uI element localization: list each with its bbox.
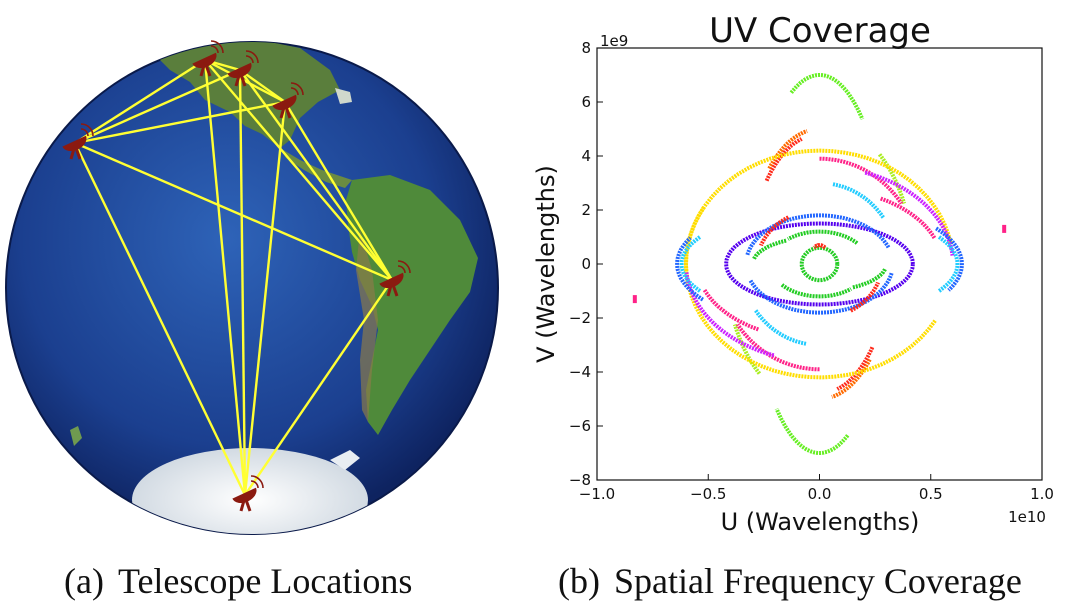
uv-track [679,235,702,293]
uv-track [732,323,762,375]
baseline-line [74,100,286,145]
y-tick-label: −4 [569,363,591,381]
caption-spatial-frequency: (b) Spatial Frequency Coverage [558,560,1022,602]
baseline-line [74,58,206,145]
x-tick-label: −0.5 [690,485,726,503]
uv-track [683,148,953,380]
landmass-central-america [280,148,352,188]
x-tick-label: 0.5 [919,485,943,503]
radio-dish-icon [232,475,264,512]
baseline-line [204,59,393,281]
uv-track [724,221,915,307]
y-tick-label: −8 [569,471,591,489]
y-tick-label: 6 [581,93,591,111]
uv-track [812,243,827,250]
x-scale-note: 1e10 [1008,508,1046,526]
landmass-south-america [346,175,478,435]
y-scale-note: 1e9 [600,32,628,50]
radio-dish-icon [379,260,411,297]
chart-title: UV Coverage [709,11,931,51]
y-tick-label: 2 [581,201,591,219]
baseline-line [73,142,247,496]
caption-tag-b: (b) [558,561,600,601]
baseline-line [74,141,393,282]
radio-dish-icon [62,123,94,160]
y-tick-label: 4 [581,147,591,165]
radio-dish-icon [272,82,304,119]
andes-ridge [356,230,378,422]
baseline-line [283,101,394,281]
uv-track [799,245,840,283]
uv-track [735,323,820,372]
baseline-line [244,279,393,496]
uv-chart-svg: UV Coverage U (Wavelengths) V (Wavelengt… [532,11,1054,536]
y-tick-label: 0 [581,255,591,273]
uv-track [877,153,907,205]
plot-frame [596,47,1043,481]
globe-illustration [5,40,499,535]
caption-text-b: Spatial Frequency Coverage [613,561,1022,601]
y-tick-label: −6 [569,417,591,435]
caption-tag-a: (a) [64,561,104,601]
antarctic-peninsula [330,450,360,470]
uv-track [748,271,894,315]
baseline-line [239,69,286,103]
uv-track [935,226,964,292]
x-tick-label: 1.0 [1030,485,1054,503]
uv-track [786,229,859,245]
y-tick-label: 8 [581,39,591,57]
uv-points [632,73,1007,455]
x-tick-label: −1.0 [579,485,615,503]
uv-track [745,213,891,257]
uv-track [774,408,850,455]
uv-track [751,238,787,260]
x-axis-label: U (Wavelengths) [721,508,920,536]
x-tick-label: 0.0 [808,485,832,503]
uv-track [849,281,880,313]
baseline-line [243,101,287,496]
uv-track [789,73,865,120]
uv-track [819,156,904,205]
radio-dish-icon [227,50,259,87]
uv-point [1002,224,1007,233]
landmass-greenland [335,88,352,104]
uv-track [832,182,885,219]
baseline-line [74,68,241,145]
baseline-line [203,59,247,496]
landmass-new-zealand [70,426,82,446]
y-axis-label: V (Wavelengths) [532,165,560,363]
uv-track [675,236,704,302]
uv-coverage-chart: UV Coverage U (Wavelengths) V (Wavelengt… [520,0,1080,545]
uv-track [684,272,775,358]
telescope-markers [62,40,411,512]
caption-text-a: Telescope Locations [117,561,413,601]
telescope-globe [0,30,510,540]
caption-telescope-locations: (a) Telescope Locations [64,560,412,602]
uv-track [864,170,955,256]
uv-track [879,196,937,240]
uv-track [780,283,853,299]
uv-track [754,309,807,346]
uv-track [852,268,888,290]
baseline-line [204,58,286,104]
uv-track [759,215,790,247]
radio-dish-icon [192,40,224,77]
axis-ticks: −1.0 −0.5 0.0 0.5 1.0 −8 −6 −4 −2 0 2 4 6 8 [569,39,1054,503]
y-tick-label: −2 [569,309,591,327]
uv-track [702,288,760,332]
uv-track [937,235,960,293]
baseline-line [238,69,247,496]
uv-point [632,295,637,304]
